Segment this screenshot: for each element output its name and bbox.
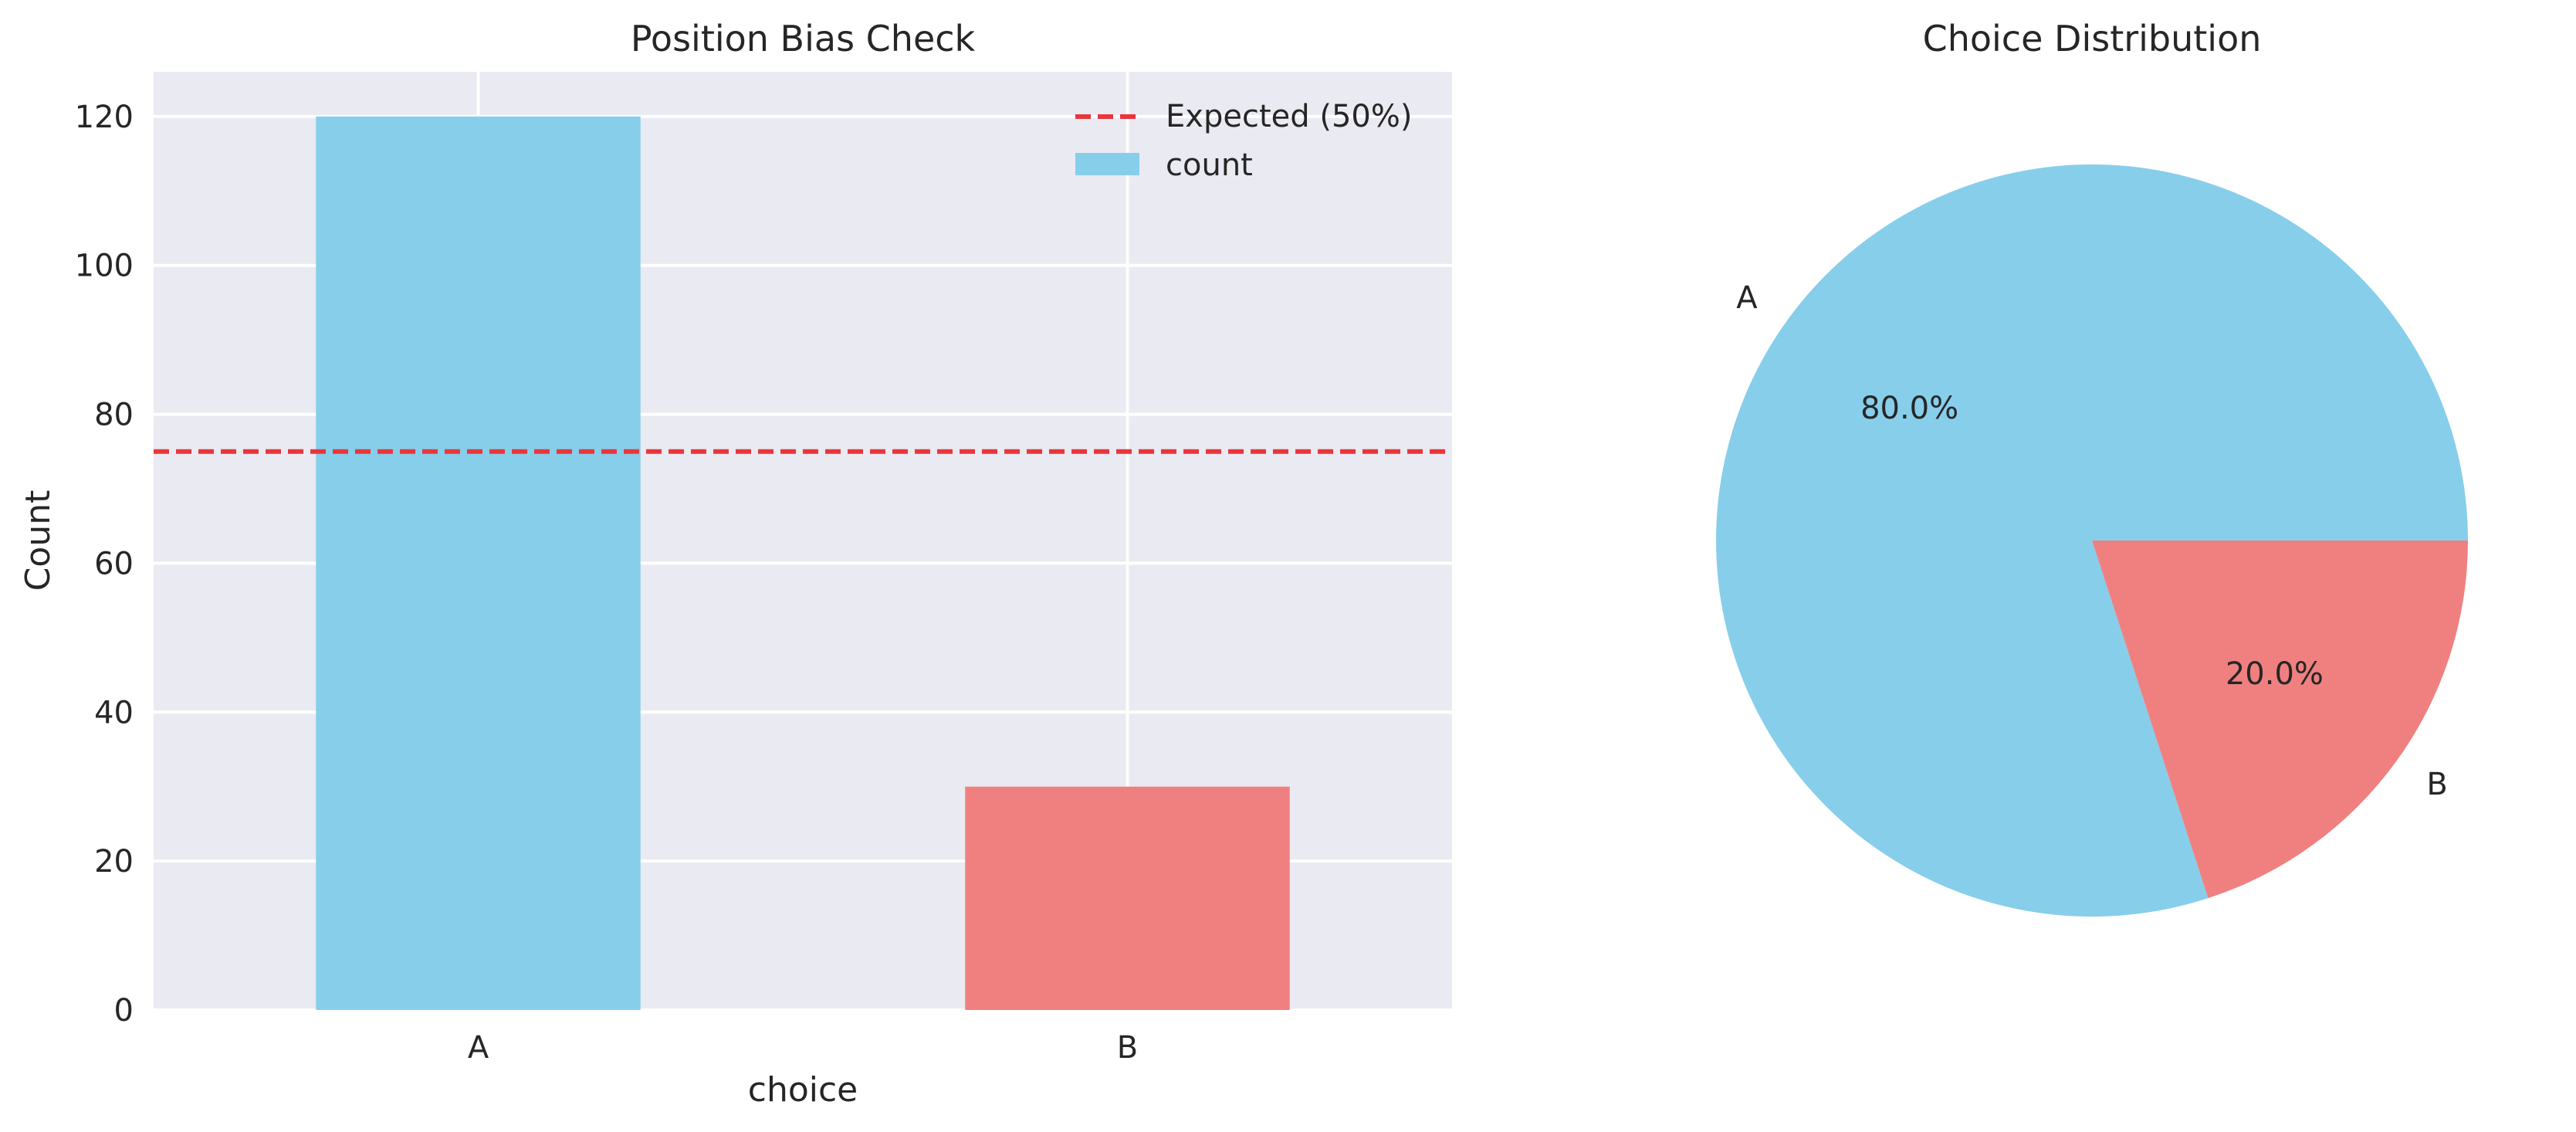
legend-swatch-count xyxy=(1075,153,1139,175)
y-tick-label: 0 xyxy=(114,993,134,1029)
y-tick-labels: 0 20 40 60 80 100 120 xyxy=(75,100,134,1029)
y-tick-label: 40 xyxy=(94,695,134,730)
y-tick-label: 100 xyxy=(75,249,134,284)
pie-pct-label-A: 80.0% xyxy=(1860,391,1958,426)
bar-chart-title: Position Bias Check xyxy=(631,18,976,59)
bar-A xyxy=(316,116,641,1010)
bar-series-count xyxy=(316,116,1290,1010)
legend-label-expected: Expected (50%) xyxy=(1166,99,1412,134)
pie-label-A: A xyxy=(1736,280,1758,316)
y-tick-label: 120 xyxy=(75,100,134,135)
legend-label-count: count xyxy=(1166,147,1253,183)
x-axis-label: choice xyxy=(748,1070,858,1110)
pie-chart-title: Choice Distribution xyxy=(1923,18,2262,59)
y-tick-label: 60 xyxy=(94,546,134,581)
pie-pct-label-B: 20.0% xyxy=(2226,656,2324,692)
pie-slices xyxy=(1716,164,2468,917)
y-axis-label: Count xyxy=(19,490,58,591)
y-tick-label: 20 xyxy=(94,844,134,880)
y-tick-label: 80 xyxy=(94,398,134,433)
pie-label-B: B xyxy=(2426,767,2447,802)
bar-B xyxy=(965,786,1290,1010)
x-tick-label: B xyxy=(1117,1030,1138,1066)
legend: Expected (50%) count xyxy=(1075,99,1412,183)
pie-slice-B xyxy=(2092,541,2468,899)
x-tick-label: A xyxy=(468,1030,489,1066)
pie-chart-panel: Choice Distribution A 80.0% B 20.0% xyxy=(1716,18,2468,917)
pie-labels: A 80.0% B 20.0% xyxy=(1736,280,2448,802)
